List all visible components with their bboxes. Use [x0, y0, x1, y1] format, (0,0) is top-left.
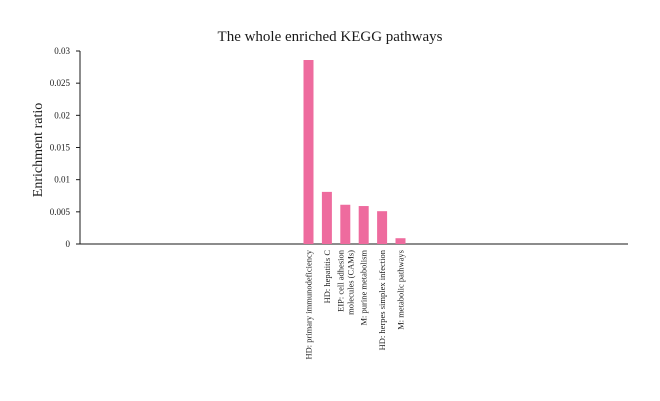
bar: [321, 191, 332, 244]
y-tick-label: 0.01: [54, 175, 70, 185]
category-label: EIP: cell adhesion: [335, 249, 345, 312]
bar: [358, 206, 369, 244]
bar: [395, 238, 406, 244]
y-tick-label: 0.005: [50, 207, 71, 217]
category-label: HD: herpes simplex infection: [377, 249, 387, 350]
bar: [377, 211, 388, 244]
bars: [303, 60, 406, 244]
category-label: HD: primary immunodeficiency: [304, 249, 314, 359]
y-axis-label: Enrichment ratio: [31, 103, 46, 197]
category-label: HD: hepatitis C: [322, 250, 332, 304]
category-label: molecules (CAMs): [345, 250, 355, 315]
chart-title: The whole enriched KEGG pathways: [218, 29, 443, 45]
y-tick-label: 0.03: [54, 46, 70, 56]
y-tick-label: 0.025: [50, 78, 71, 88]
y-tick-label: 0.02: [54, 110, 70, 120]
category-labels: HD: primary immunodeficiency HD: hepatiti…: [304, 249, 406, 359]
category-label: M: metabolic pathways: [396, 250, 406, 330]
bar: [340, 204, 351, 244]
y-ticks: 0 0.005 0.01 0.015 0.02 0.025 0.03: [50, 46, 80, 249]
y-tick-label: 0: [66, 239, 71, 249]
bar: [303, 60, 314, 244]
y-tick-label: 0.015: [50, 143, 71, 153]
category-label: M: purine metabolism: [359, 250, 369, 326]
